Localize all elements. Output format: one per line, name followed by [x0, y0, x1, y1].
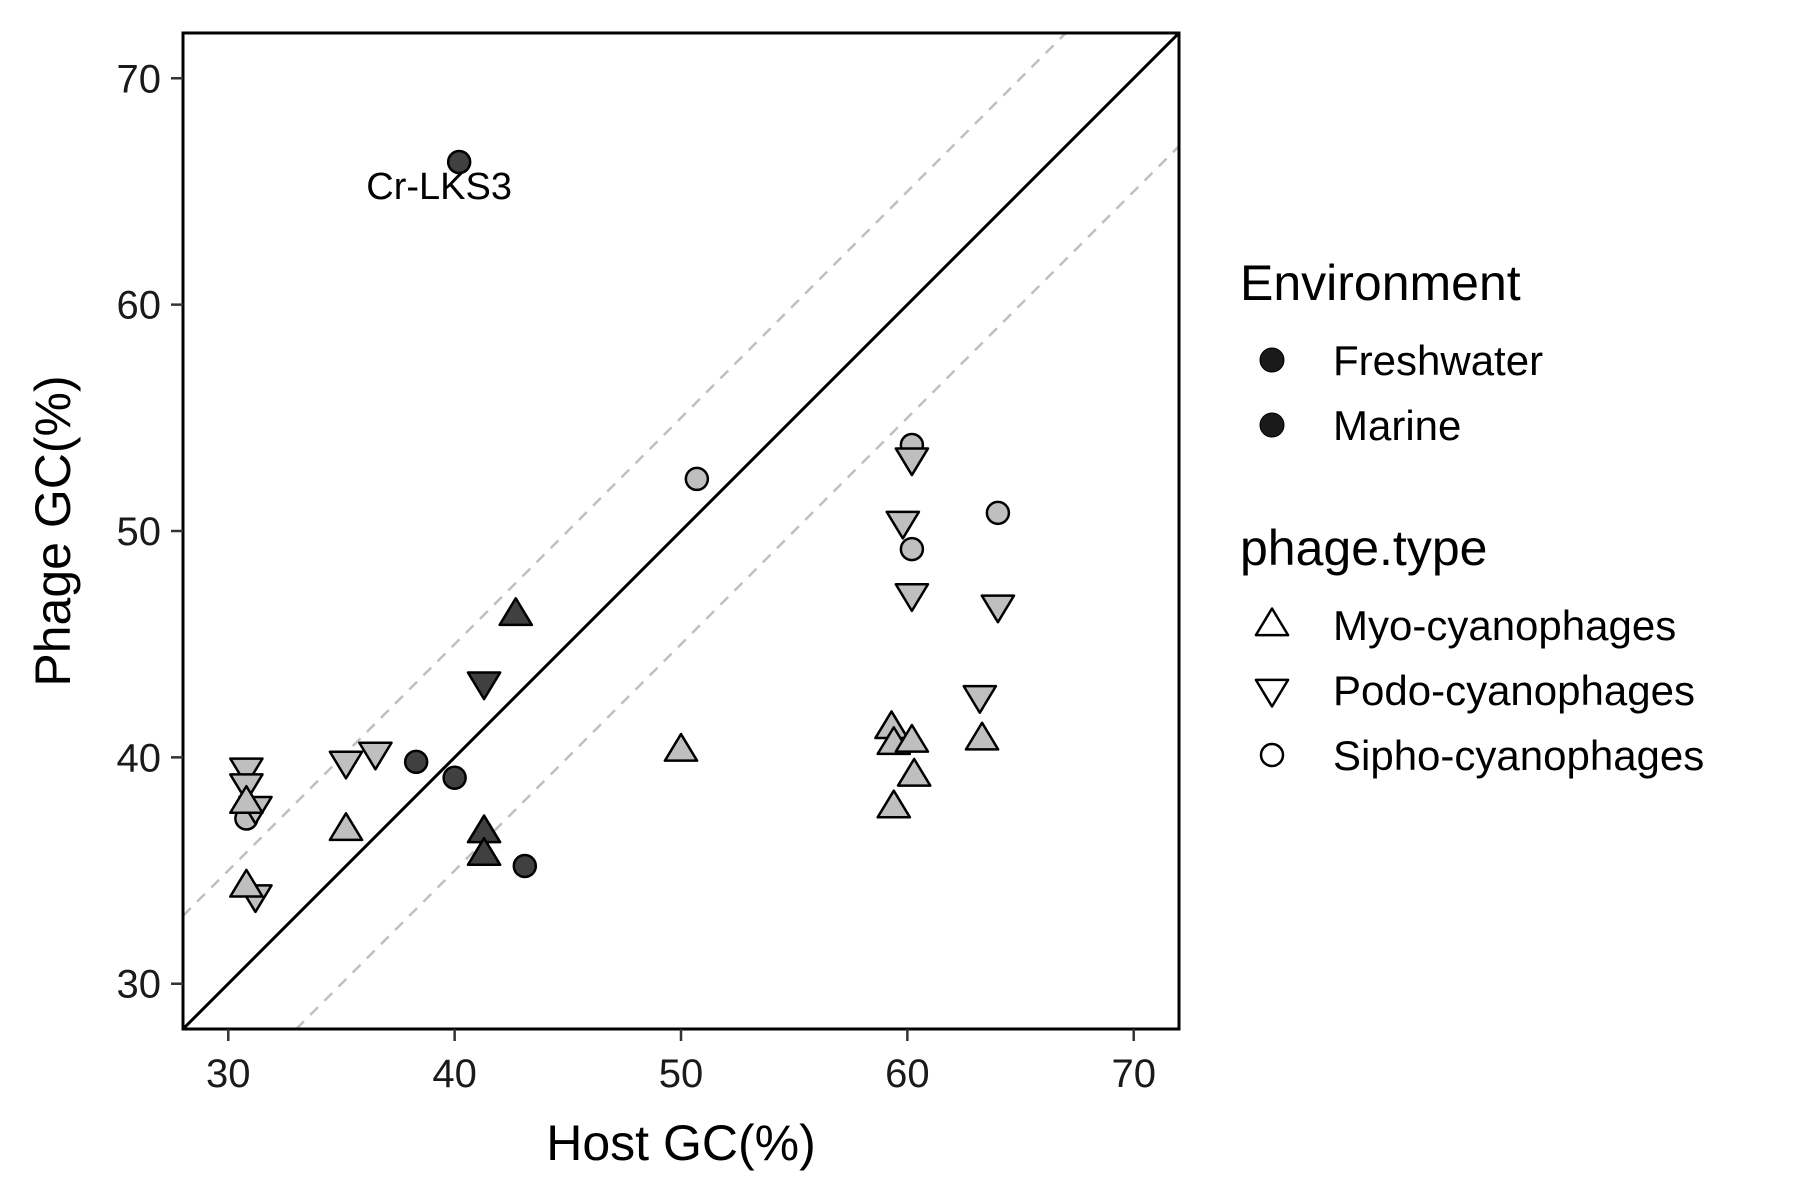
legend-key [1259, 742, 1285, 768]
legend-title: phage.type [1240, 520, 1487, 576]
dashed-reference-line [294, 145, 1179, 1029]
data-point [663, 732, 699, 762]
legend-key [1254, 607, 1290, 637]
data-point [985, 500, 1011, 526]
legend-label: Podo-cyanophages [1333, 667, 1695, 714]
legend-key [1259, 347, 1285, 373]
y-tick-label: 40 [117, 736, 162, 780]
data-point [358, 741, 393, 771]
data-point [894, 583, 930, 613]
y-tick-label: 70 [117, 57, 162, 101]
data-point [442, 765, 467, 790]
x-tick-label: 50 [659, 1052, 704, 1096]
x-axis-title: Host GC(%) [546, 1115, 815, 1171]
x-tick-label: 40 [432, 1052, 477, 1096]
data-point [876, 789, 912, 819]
legend-title: Environment [1240, 255, 1521, 311]
legend-key [1254, 678, 1290, 708]
data-point [684, 466, 710, 492]
x-tick-label: 30 [206, 1052, 251, 1096]
data-point [403, 749, 429, 775]
data-point [229, 868, 264, 898]
data-points [229, 149, 1016, 914]
data-point [328, 812, 364, 842]
data-point [466, 836, 502, 867]
y-axis-title: Phage GC(%) [25, 375, 81, 686]
x-tick-label: 70 [1111, 1052, 1156, 1096]
data-point [980, 594, 1016, 624]
reference-lines [183, 33, 1179, 1029]
y-tick-label: 30 [117, 963, 162, 1007]
data-point [894, 447, 930, 477]
legend-key [1259, 412, 1285, 438]
y-tick-label: 50 [117, 510, 162, 554]
annotation-label: Cr-LKS3 [366, 166, 512, 208]
y-tick-label: 60 [117, 284, 162, 328]
legend-label: Marine [1333, 402, 1461, 449]
data-point [896, 757, 932, 787]
dashed-reference-line [183, 33, 1068, 917]
data-point [962, 684, 998, 714]
data-point [328, 750, 364, 780]
data-point [466, 671, 502, 701]
data-point [498, 597, 534, 627]
legend-label: Sipho-cyanophages [1333, 732, 1704, 779]
y-axis-ticks: 30 40 50 60 70 [117, 57, 183, 1007]
data-point [899, 536, 925, 562]
identity-line [183, 33, 1179, 1029]
data-point [512, 853, 538, 879]
data-point [885, 510, 921, 540]
data-point [894, 723, 930, 753]
data-point [229, 784, 264, 814]
x-tick-label: 60 [885, 1052, 930, 1096]
data-point [446, 149, 472, 175]
legend-label: Myo-cyanophages [1333, 602, 1676, 649]
data-point [229, 757, 264, 787]
legend-label: Freshwater [1333, 337, 1543, 384]
legend: Environment Freshwater Marine phage.type Myo… [1240, 255, 1704, 779]
x-axis-ticks: 30 40 50 60 70 [206, 1029, 1156, 1096]
data-point [964, 721, 1000, 751]
